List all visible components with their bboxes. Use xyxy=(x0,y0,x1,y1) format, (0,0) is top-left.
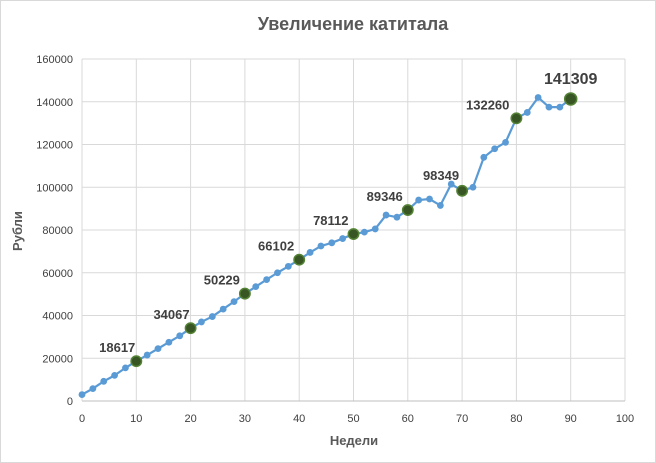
x-tick-label: 20 xyxy=(184,413,196,425)
data-point xyxy=(447,180,455,188)
y-tick-label: 140000 xyxy=(36,97,73,109)
data-label: 141309 xyxy=(544,71,597,88)
data-point xyxy=(523,109,531,116)
highlighted-point xyxy=(293,253,306,266)
x-tick-label: 90 xyxy=(565,413,577,425)
x-tick-label: 80 xyxy=(510,413,522,425)
data-point xyxy=(252,283,260,291)
data-point xyxy=(502,138,509,146)
data-point xyxy=(393,213,401,221)
data-point xyxy=(545,103,553,111)
data-point xyxy=(469,183,477,191)
highlighted-point xyxy=(401,204,414,216)
series-line xyxy=(81,96,572,396)
data-point xyxy=(491,145,499,153)
y-tick-label: 60000 xyxy=(42,268,73,280)
x-tick-label: 50 xyxy=(347,413,359,425)
data-point xyxy=(263,276,271,283)
data-point xyxy=(100,377,108,385)
data-point xyxy=(339,235,347,242)
data-point xyxy=(436,202,444,209)
highlighted-point xyxy=(456,184,469,197)
highlight-layer xyxy=(130,92,578,368)
data-label: 18617 xyxy=(99,340,135,355)
data-label: 132260 xyxy=(466,97,509,112)
x-tick-label: 40 xyxy=(293,413,305,425)
highlighted-point xyxy=(563,92,578,106)
data-point xyxy=(219,305,227,313)
data-point xyxy=(328,239,336,247)
highlighted-point xyxy=(130,355,143,368)
chart-title: Увеличение катитала xyxy=(258,14,449,34)
data-point xyxy=(111,371,118,379)
data-label: 66102 xyxy=(258,239,294,254)
data-point xyxy=(89,385,97,393)
data-point xyxy=(78,391,86,398)
data-point xyxy=(230,298,238,306)
data-point xyxy=(480,153,488,161)
data-point xyxy=(317,242,325,250)
data-point xyxy=(274,269,281,277)
data-point xyxy=(360,228,368,236)
x-axis-title: Недели xyxy=(330,433,378,448)
data-point xyxy=(176,332,184,340)
y-tick-label: 120000 xyxy=(36,140,73,152)
label-layer: 18617 34067 50229 66102 78112 89346 98349 13226… xyxy=(99,71,597,355)
x-tick-label: 30 xyxy=(239,413,251,425)
series-layer xyxy=(78,94,575,398)
y-tick-label: 80000 xyxy=(42,225,73,237)
data-point xyxy=(426,195,433,203)
data-point xyxy=(415,196,423,204)
data-point xyxy=(371,225,379,233)
x-tick-label: 100 xyxy=(616,413,634,425)
highlighted-point xyxy=(347,228,360,240)
highlighted-point xyxy=(238,287,251,300)
data-point xyxy=(154,345,162,353)
data-point xyxy=(534,94,542,101)
data-point xyxy=(208,313,216,320)
x-tick-label: 10 xyxy=(130,413,142,425)
data-point xyxy=(122,364,129,372)
data-point xyxy=(556,103,564,111)
data-point xyxy=(143,351,151,359)
data-point xyxy=(306,249,314,256)
x-tick-label: 60 xyxy=(402,413,414,425)
y-tick-label: 20000 xyxy=(42,353,73,365)
data-point xyxy=(382,211,390,219)
highlighted-point xyxy=(510,112,523,125)
x-tick-label: 70 xyxy=(456,413,468,425)
data-point xyxy=(165,338,173,346)
axis-layer: 0 20000 40000 60000 80000 100000 120000 140000 1… xyxy=(36,54,634,425)
data-label: 89346 xyxy=(367,189,403,204)
y-tick-label: 40000 xyxy=(42,311,73,323)
y-tick-label: 100000 xyxy=(36,182,73,194)
data-label: 34067 xyxy=(153,307,189,322)
y-tick-label: 0 xyxy=(67,396,73,408)
data-label: 78112 xyxy=(313,213,348,228)
y-axis-title: Рубли xyxy=(10,211,25,251)
data-label: 50229 xyxy=(204,273,240,288)
y-tick-label: 160000 xyxy=(36,54,73,66)
highlighted-point xyxy=(184,322,197,335)
x-tick-label: 0 xyxy=(79,413,85,425)
data-label: 98349 xyxy=(423,168,459,183)
data-point xyxy=(198,318,205,326)
data-point xyxy=(284,262,292,270)
